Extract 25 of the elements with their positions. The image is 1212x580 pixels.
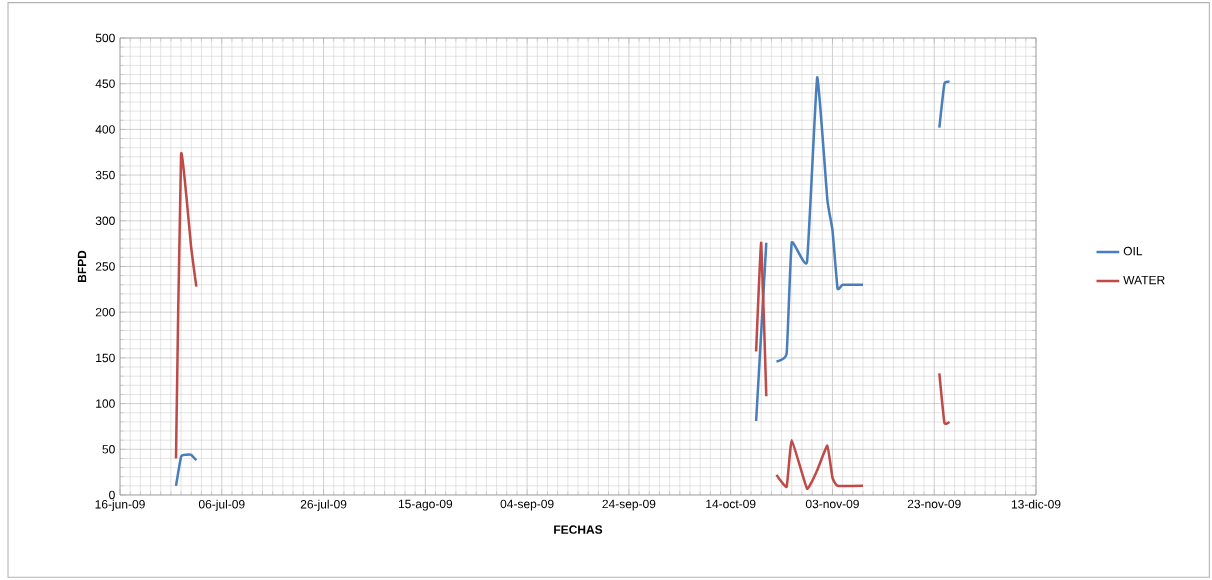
y-tick-label: 150 [96, 353, 115, 363]
y-tick-label: 350 [95, 170, 115, 180]
x-tick-label: 24-sep-09 [602, 499, 656, 511]
y-tick-label: 400 [95, 125, 115, 134]
y-tick-label: 100 [96, 399, 115, 408]
y-axis-title: BFPD [77, 250, 87, 283]
y-tick-label: 0 [109, 490, 115, 500]
y-tick-label: 50 [102, 445, 115, 454]
x-tick-label: 13-dic-09 [1011, 499, 1061, 509]
x-tick-label: 16-jun-09 [95, 499, 145, 511]
x-tick-label: 26-jul-09 [300, 499, 347, 511]
x-tick-label: 15-ago-09 [398, 499, 453, 511]
y-tick-label: 250 [95, 262, 115, 271]
y-tick-label: 500 [95, 33, 115, 43]
y-tick-label: 450 [95, 79, 115, 88]
x-tick-label: 14-oct-09 [706, 499, 756, 509]
legend-label: OIL [1123, 246, 1143, 256]
x-tick-label: 06-jul-09 [198, 499, 245, 511]
legend-label: WATER [1123, 275, 1165, 285]
x-axis-title: FECHAS [554, 525, 603, 534]
x-tick-label: 23-nov-09 [907, 499, 961, 509]
y-tick-label: 200 [95, 307, 115, 317]
x-tick-label: 04-sep-09 [500, 499, 554, 511]
y-tick-label: 300 [95, 216, 115, 226]
x-tick-label: 03-nov-09 [805, 499, 859, 509]
